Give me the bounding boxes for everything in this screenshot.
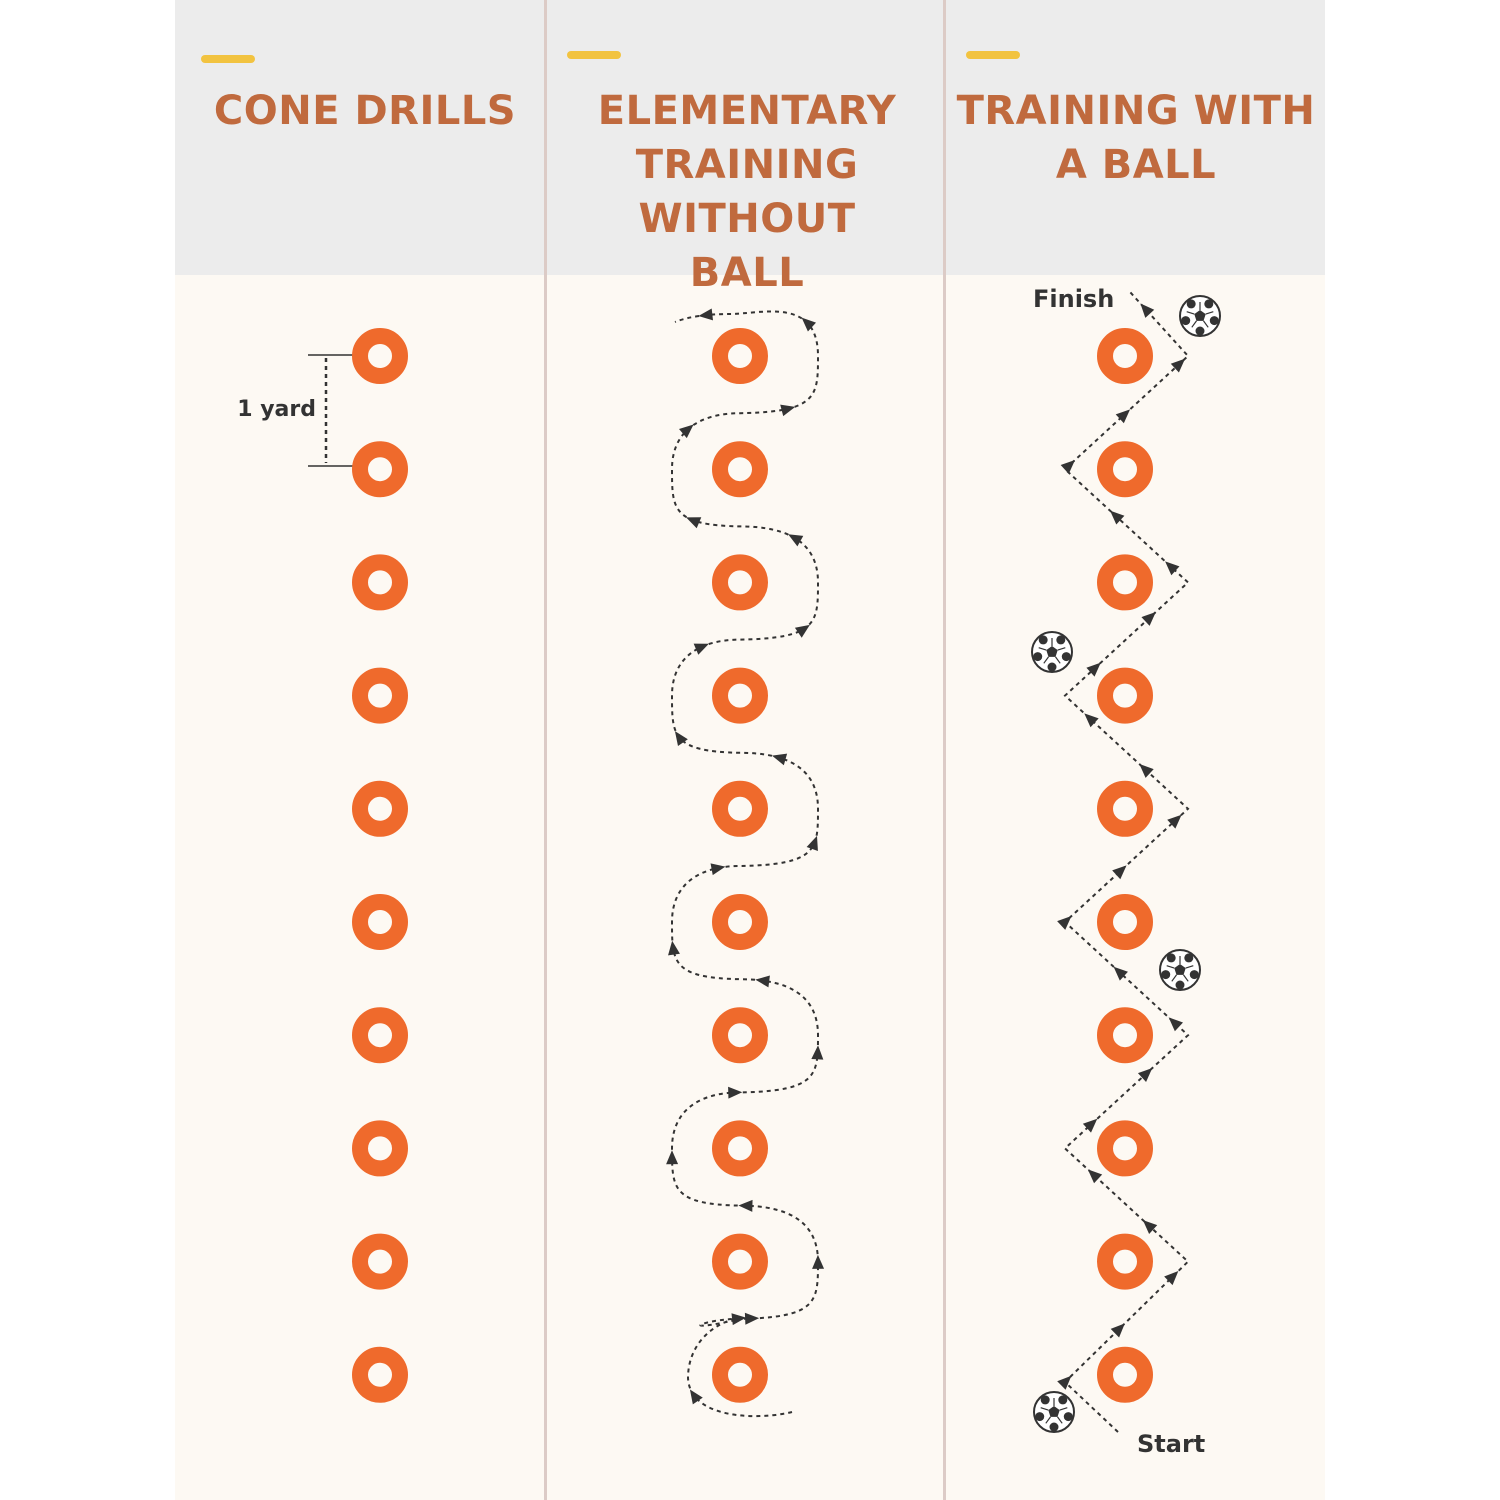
cone — [712, 1233, 768, 1290]
direction-arrow-icon — [788, 534, 804, 547]
header-training-with-ball: TRAINING WITH A BALL — [946, 0, 1325, 275]
direction-arrow-icon — [1164, 1271, 1179, 1286]
soccer-ball-icon — [1159, 949, 1201, 991]
column-divider — [544, 0, 547, 1500]
column-divider — [943, 0, 946, 1500]
cone — [712, 1007, 768, 1064]
cone — [352, 780, 408, 837]
direction-arrow-icon — [728, 1086, 743, 1099]
direction-arrow-icon — [1110, 510, 1125, 525]
finish-label: Finish — [1033, 285, 1114, 313]
header-elementary-training: ELEMENTARY TRAINING WITHOUT BALL — [547, 0, 944, 296]
direction-arrow-icon — [1140, 303, 1155, 318]
cone — [712, 328, 768, 384]
cone — [1097, 667, 1153, 724]
direction-arrow-icon — [1057, 916, 1072, 930]
weave-path — [670, 310, 820, 1418]
cone — [1097, 1346, 1153, 1403]
soccer-ball-icon — [1033, 1391, 1075, 1433]
direction-arrow-icon — [1086, 662, 1101, 677]
direction-arrow-icon — [1110, 1323, 1125, 1338]
direction-arrow-icon — [780, 404, 796, 417]
cone — [712, 441, 768, 498]
direction-arrow-icon — [1112, 865, 1127, 880]
direction-arrow-icon — [811, 1045, 824, 1060]
title-elementary-training: ELEMENTARY TRAINING WITHOUT BALL — [597, 88, 897, 296]
direction-arrow-icon — [744, 1312, 760, 1325]
cone — [712, 894, 768, 950]
direction-arrow-icon — [1170, 358, 1186, 373]
direction-arrow-icon — [755, 975, 770, 988]
cone — [712, 667, 768, 724]
direction-arrow-icon — [801, 317, 817, 332]
title-cone-drills: CONE DRILLS — [213, 88, 517, 134]
cone — [712, 1346, 768, 1403]
direction-arrow-icon — [1082, 1118, 1098, 1133]
direction-arrow-icon — [666, 1150, 679, 1165]
soccer-ball-icon — [1031, 631, 1073, 673]
one-yard-measure: 1 yard — [237, 354, 353, 467]
cone — [352, 1233, 408, 1290]
direction-arrow-icon — [679, 424, 694, 439]
cone — [352, 1120, 408, 1177]
direction-arrow-icon — [1113, 966, 1128, 981]
cone — [1097, 328, 1153, 384]
direction-arrow-icon — [698, 308, 714, 321]
direction-arrow-icon — [1168, 1017, 1184, 1032]
direction-arrow-icon — [674, 731, 688, 747]
cone — [712, 1120, 768, 1177]
cone — [1097, 554, 1153, 611]
cone — [352, 554, 408, 611]
direction-arrow-icon — [1087, 1169, 1103, 1184]
header-cone-drills: CONE DRILLS — [175, 0, 545, 275]
cone — [352, 328, 408, 384]
direction-arrow-icon — [693, 643, 709, 655]
direction-arrow-icon — [1115, 409, 1131, 424]
soccer-ball-icon — [1179, 295, 1221, 337]
direction-arrow-icon — [1165, 561, 1180, 576]
cone — [1097, 441, 1153, 498]
direction-arrow-icon — [738, 1199, 753, 1212]
direction-arrow-icon — [1084, 713, 1099, 728]
direction-arrow-icon — [812, 1254, 825, 1269]
title-training-with-ball: TRAINING WITH A BALL — [956, 88, 1316, 188]
direction-arrow-icon — [1139, 764, 1154, 778]
cone — [352, 441, 408, 498]
cone — [1097, 1007, 1153, 1064]
accent-bar — [567, 51, 621, 59]
cone — [1097, 1120, 1153, 1177]
direction-arrow-icon — [771, 753, 788, 766]
direction-arrow-icon — [1137, 1068, 1153, 1082]
direction-arrow-icon — [1060, 459, 1076, 474]
direction-arrow-icon — [668, 940, 680, 956]
cone — [1097, 780, 1153, 837]
cone — [352, 894, 408, 950]
accent-bar — [966, 51, 1020, 59]
direction-arrow-icon — [689, 1389, 703, 1405]
cone — [1097, 1233, 1153, 1290]
direction-arrow-icon — [794, 624, 810, 638]
cone — [352, 1346, 408, 1403]
direction-arrow-icon — [1141, 612, 1156, 626]
cone — [352, 1007, 408, 1064]
cone — [712, 554, 768, 611]
direction-arrow-icon — [731, 1313, 747, 1326]
direction-arrow-icon — [710, 863, 726, 876]
start-label: Start — [1137, 1430, 1205, 1458]
zigzag-path — [1063, 291, 1190, 1433]
accent-bar — [201, 55, 255, 63]
direction-arrow-icon — [1167, 814, 1182, 829]
cone — [712, 780, 768, 837]
cone — [352, 667, 408, 724]
direction-arrow-icon — [806, 835, 818, 852]
direction-arrow-icon — [1142, 1220, 1158, 1234]
direction-arrow-icon — [686, 517, 702, 529]
cone — [1097, 894, 1153, 950]
distance-label: 1 yard — [237, 397, 316, 422]
direction-arrow-icon — [1057, 1375, 1072, 1390]
